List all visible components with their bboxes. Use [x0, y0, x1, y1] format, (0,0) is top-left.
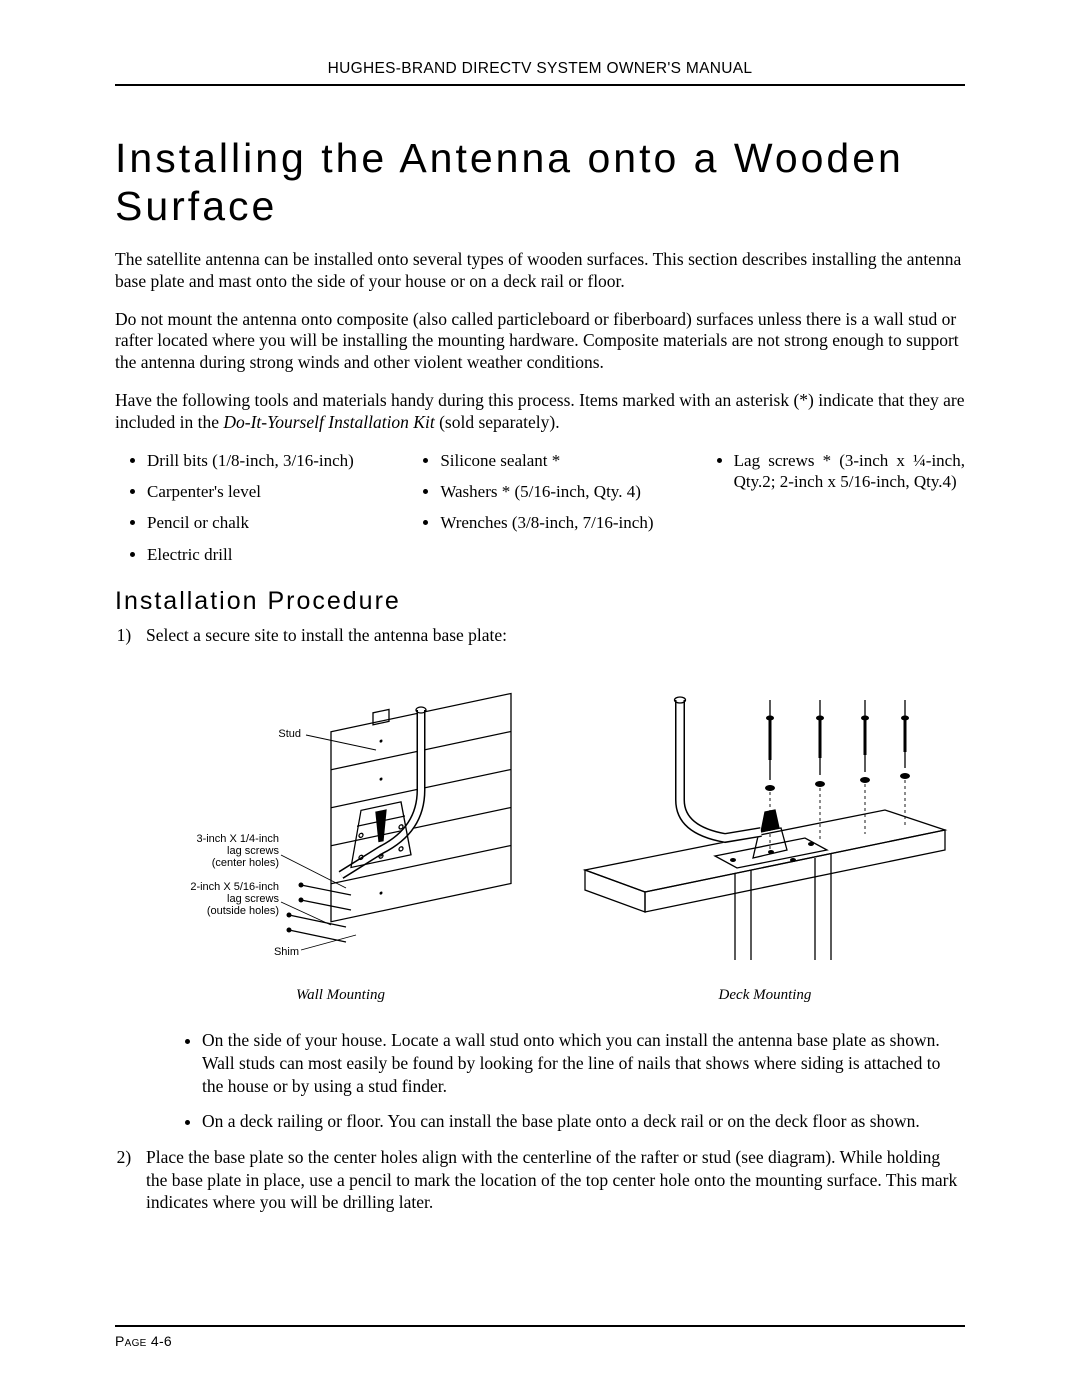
footer-page-label: Page	[115, 1333, 151, 1349]
figure-row: Stud 3-inch X 1/4-inch lag screws (cente…	[146, 660, 965, 1005]
procedure-step-1: Select a secure site to install the ante…	[140, 624, 965, 1133]
label-lag-center-2: lag screws	[227, 845, 279, 857]
deck-mounting-diagram	[565, 660, 965, 980]
tool-item: Carpenter's level	[147, 481, 378, 502]
label-lag-out-3: (outside holes)	[206, 905, 278, 917]
section-heading: Installation Procedure	[115, 587, 965, 616]
header-text: HUGHES-BRAND DIRECTV SYSTEM OWNER'S MANU…	[328, 60, 753, 77]
figure-caption-deck: Deck Mounting	[719, 986, 812, 1005]
step1-text: Select a secure site to install the ante…	[146, 625, 507, 645]
tools-col-1: Drill bits (1/8-inch, 3/16-inch) Carpent…	[115, 450, 378, 575]
tool-item: Pencil or chalk	[147, 512, 378, 533]
tool-item: Electric drill	[147, 544, 378, 565]
step1-sublist: On the side of your house. Locate a wall…	[146, 1029, 965, 1132]
step1-sub-a: On the side of your house. Locate a wall…	[202, 1029, 965, 1097]
label-shim: Shim	[273, 946, 298, 958]
label-lag-out-1: 2-inch X 5/16-inch	[190, 881, 279, 893]
tool-item: Silicone sealant *	[440, 450, 671, 471]
label-lag-center-3: (center holes)	[211, 857, 278, 869]
footer-page-number: 4-6	[151, 1333, 172, 1349]
label-lag-out-2: lag screws	[227, 893, 279, 905]
intro-para-3: Have the following tools and materials h…	[115, 390, 965, 434]
tool-item: Wrenches (3/8-inch, 7/16-inch)	[440, 512, 671, 533]
kit-name: Do-It-Yourself Installation Kit	[223, 412, 434, 432]
label-lag-center-1: 3-inch X 1/4-inch	[196, 833, 279, 845]
tool-item: Washers * (5/16-inch, Qty. 4)	[440, 481, 671, 502]
figure-deck-mounting: Deck Mounting	[565, 660, 965, 1005]
step1-sub-b: On a deck railing or floor. You can inst…	[202, 1110, 965, 1133]
intro-para-1: The satellite antenna can be installed o…	[115, 249, 965, 293]
page-footer: Page 4-6	[115, 1325, 965, 1349]
label-stud: Stud	[278, 728, 301, 740]
tool-item: Drill bits (1/8-inch, 3/16-inch)	[147, 450, 378, 471]
tools-col-3: Lag screws * (3-inch x ¼-inch, Qty.2; 2-…	[702, 450, 965, 575]
tools-col-2: Silicone sealant * Washers * (5/16-inch,…	[408, 450, 671, 575]
tool-item: Lag screws * (3-inch x ¼-inch, Qty.2; 2-…	[734, 450, 965, 493]
intro-para-2: Do not mount the antenna onto composite …	[115, 309, 965, 375]
intro-para-3c: (sold separately).	[435, 412, 560, 432]
page-header: HUGHES-BRAND DIRECTV SYSTEM OWNER'S MANU…	[115, 60, 965, 86]
page: HUGHES-BRAND DIRECTV SYSTEM OWNER'S MANU…	[0, 0, 1080, 1397]
procedure-list: Select a secure site to install the ante…	[115, 624, 965, 1214]
procedure-step-2: Place the base plate so the center holes…	[140, 1146, 965, 1213]
figure-wall-mounting: Stud 3-inch X 1/4-inch lag screws (cente…	[146, 680, 535, 1005]
figure-caption-wall: Wall Mounting	[296, 986, 385, 1005]
tools-list: Drill bits (1/8-inch, 3/16-inch) Carpent…	[115, 450, 965, 575]
page-title: Installing the Antenna onto a Wooden Sur…	[115, 134, 965, 231]
wall-mounting-diagram: Stud 3-inch X 1/4-inch lag screws (cente…	[151, 680, 531, 980]
